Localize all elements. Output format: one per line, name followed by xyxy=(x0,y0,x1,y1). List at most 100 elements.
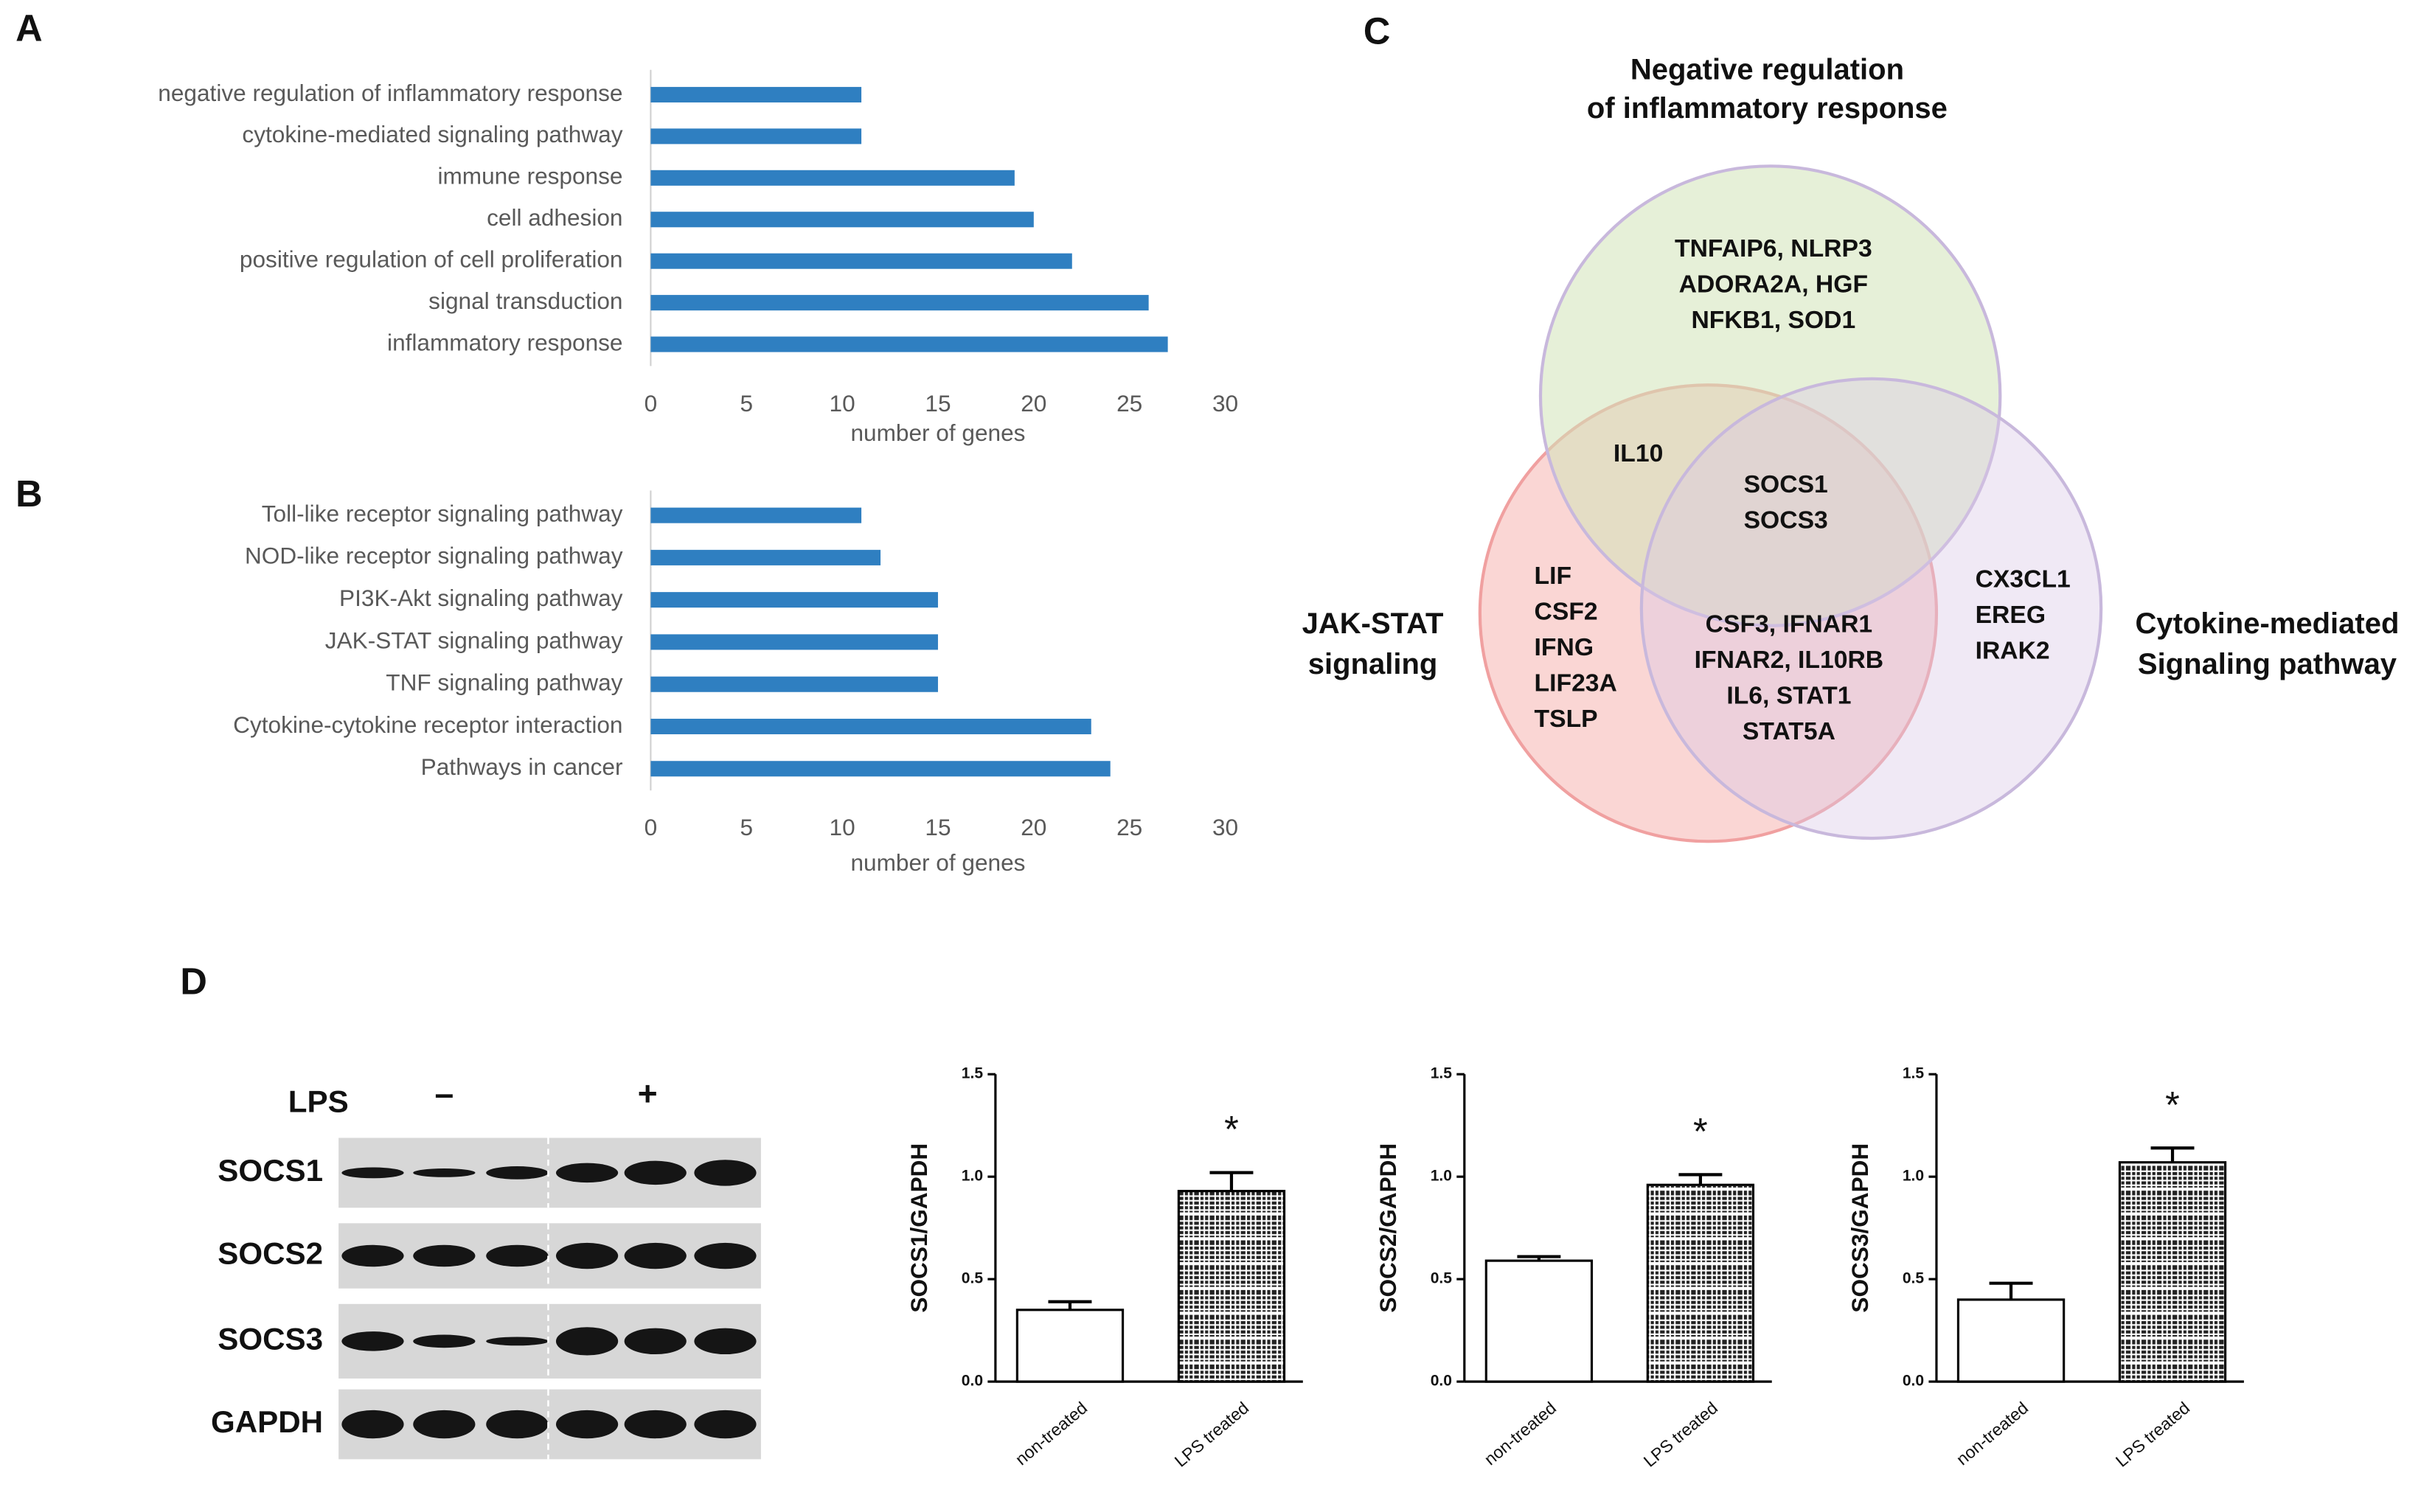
blot-band xyxy=(413,1334,476,1348)
region-genes: STAT5A xyxy=(1743,718,1835,745)
region-genes: IL10 xyxy=(1614,440,1663,467)
set-label: Signaling pathway xyxy=(2138,648,2397,680)
x-tick-label: LPS treated xyxy=(1640,1398,1721,1471)
bar xyxy=(650,507,862,523)
x-tick-label: LPS treated xyxy=(2112,1398,2193,1471)
set-label: Negative regulation xyxy=(1630,53,1904,86)
blot-band xyxy=(694,1242,757,1269)
group-label: + xyxy=(638,1074,658,1112)
set-label: of inflammatory response xyxy=(1587,92,1948,125)
blot-membrane xyxy=(338,1389,761,1460)
category-label: PI3K-Akt signaling pathway xyxy=(339,585,623,611)
bar xyxy=(1484,1259,1594,1383)
category-label: negative regulation of inflammatory resp… xyxy=(158,80,622,106)
row-label: SOCS3 xyxy=(218,1321,323,1356)
x-tick-label: 0 xyxy=(645,390,658,417)
blot-band xyxy=(486,1410,549,1439)
x-tick-label: LPS treated xyxy=(1171,1398,1252,1471)
blot-band xyxy=(555,1327,619,1356)
treatment-label: LPS xyxy=(288,1084,349,1118)
x-tick-label: 10 xyxy=(830,390,855,417)
category-label: NOD-like receptor signaling pathway xyxy=(245,543,623,569)
blot-membrane xyxy=(338,1223,761,1289)
category-label: cytokine-mediated signaling pathway xyxy=(242,121,622,147)
blot-band xyxy=(413,1244,476,1267)
bar xyxy=(650,295,1149,311)
blot-membrane xyxy=(338,1303,761,1379)
y-tick-label: 1.5 xyxy=(1431,1065,1453,1082)
y-tick-label: 1.0 xyxy=(1431,1168,1452,1185)
blot-band xyxy=(341,1244,404,1267)
category-label: JAK-STAT signaling pathway xyxy=(325,627,623,653)
region-genes: SOCS3 xyxy=(1744,506,1828,534)
region-genes: IL6, STAT1 xyxy=(1726,682,1851,709)
venn-set xyxy=(1538,164,2002,627)
blot-band xyxy=(413,1410,476,1439)
x-tick-label: non-treated xyxy=(1953,1398,2032,1469)
category-label: inflammatory response xyxy=(387,329,622,355)
row-label: SOCS2 xyxy=(218,1236,323,1271)
bar xyxy=(650,86,862,102)
region-genes: NFKB1, SOD1 xyxy=(1691,307,1855,334)
panel-label: D xyxy=(180,960,206,1002)
x-tick-label: 5 xyxy=(740,390,753,417)
y-tick-label: 1.0 xyxy=(962,1168,983,1185)
category-label: signal transduction xyxy=(428,288,622,314)
bar xyxy=(650,761,1111,777)
blot-band xyxy=(624,1328,687,1355)
blot-band xyxy=(624,1410,687,1439)
region-genes: LIF xyxy=(1535,562,1572,590)
row-label: GAPDH xyxy=(211,1404,323,1439)
x-tick-label: 10 xyxy=(830,814,855,840)
blot-band xyxy=(555,1242,619,1269)
category-label: TNF signaling pathway xyxy=(386,669,622,696)
bar xyxy=(650,592,938,608)
y-tick-label: 0.5 xyxy=(1903,1270,1925,1287)
blot-band xyxy=(486,1166,549,1180)
region-genes: EREG xyxy=(1976,602,2046,629)
blot-band xyxy=(694,1328,757,1355)
blot-membrane xyxy=(338,1138,761,1208)
y-tick-label: 1.5 xyxy=(1903,1065,1925,1082)
region-genes: CSF2 xyxy=(1535,599,1598,626)
blot-band xyxy=(624,1160,687,1185)
y-tick-label: 1.0 xyxy=(1903,1168,1924,1185)
x-tick-label: 30 xyxy=(1212,814,1238,840)
row-label: SOCS1 xyxy=(218,1153,323,1188)
panel-label: B xyxy=(15,473,42,515)
y-tick-label: 0.5 xyxy=(1431,1270,1453,1287)
blot-band xyxy=(341,1410,404,1439)
bar xyxy=(1646,1183,1755,1383)
blot-band xyxy=(486,1244,549,1267)
y-axis-label: SOCS2/GAPDH xyxy=(1375,1143,1401,1313)
bar xyxy=(650,253,1072,269)
category-label: cell adhesion xyxy=(487,204,622,231)
x-axis-label: number of genes xyxy=(850,849,1025,876)
y-tick-label: 0.5 xyxy=(962,1270,984,1287)
set-label: signaling xyxy=(1308,648,1438,680)
bar xyxy=(1015,1309,1125,1383)
blot-band xyxy=(694,1160,757,1186)
y-axis-label: SOCS1/GAPDH xyxy=(906,1143,932,1313)
bar xyxy=(1956,1298,2066,1383)
blot-band xyxy=(341,1331,404,1351)
x-tick-label: 5 xyxy=(740,814,753,840)
set-label: JAK-STAT xyxy=(1302,607,1444,640)
y-axis-label: SOCS3/GAPDH xyxy=(1847,1143,1873,1313)
region-genes: CSF3, IFNAR1 xyxy=(1706,611,1873,638)
bar xyxy=(650,212,1034,228)
group-label: – xyxy=(434,1074,454,1112)
bar xyxy=(650,128,862,144)
set-label: Cytokine-mediated xyxy=(2136,607,2400,640)
category-label: Pathways in cancer xyxy=(421,753,623,780)
bar xyxy=(650,549,881,565)
blot-band xyxy=(486,1337,549,1346)
x-tick-label: 15 xyxy=(925,814,951,840)
region-genes: IRAK2 xyxy=(1976,637,2050,664)
x-tick-label: 25 xyxy=(1116,390,1142,417)
x-tick-label: 0 xyxy=(645,814,658,840)
y-tick-label: 0.0 xyxy=(1903,1373,1924,1390)
category-label: Cytokine-cytokine receptor interaction xyxy=(233,711,622,738)
